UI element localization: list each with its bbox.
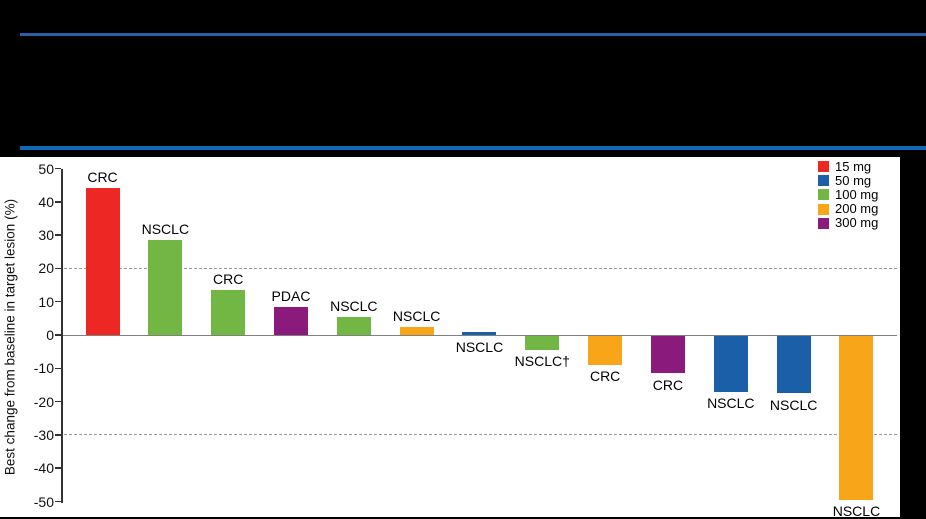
legend: 15 mg 50 mg 100 mg 200 mg 300 mg <box>818 159 879 231</box>
bar-label-2: NSCLC <box>141 221 190 238</box>
bar-label-6: NSCLC <box>392 307 441 324</box>
y-tick-label-20: 20 <box>38 260 54 277</box>
bar-6-nsclc <box>399 326 434 335</box>
legend-label: 15 mg <box>835 159 872 174</box>
y-tick--20 <box>55 400 61 403</box>
legend-label: 50 mg <box>835 173 872 189</box>
y-axis-line <box>61 168 63 504</box>
y-tick-30 <box>55 234 61 236</box>
bar-8-nsclc <box>525 335 560 350</box>
legend-item-15-mg: 15 mg <box>818 159 878 174</box>
zero-baseline <box>63 334 897 337</box>
legend-item-100-mg: 100 mg <box>818 187 879 203</box>
y-tick-label--20: -20 <box>33 393 54 410</box>
bar-5-nsclc <box>336 316 371 335</box>
bar-label-8: NSCLC† <box>514 353 570 370</box>
legend-item-200-mg: 200 mg <box>818 203 878 215</box>
y-tick--10 <box>55 367 61 370</box>
y-tick-50 <box>55 167 61 170</box>
legend-label: 100 mg <box>835 187 879 203</box>
y-tick-0 <box>55 334 61 336</box>
bar-2-nsclc <box>148 240 183 335</box>
plot-area: 50 40 30 20 10 0 -10 -20 -30 -40 -50 CRC NSCLC CRC PDA… <box>0 157 900 519</box>
legend-label: 200 mg <box>835 201 879 217</box>
bar-label-11: NSCLC <box>707 395 755 412</box>
legend-swatch-icon <box>818 189 829 201</box>
bar-label-7: NSCLC <box>455 338 504 355</box>
y-tick-label-50: 50 <box>38 160 54 177</box>
bar-4-pdac <box>273 306 308 335</box>
bar-1-crc <box>85 188 120 335</box>
bar-label-9: CRC <box>589 368 621 385</box>
y-tick--30 <box>55 434 61 436</box>
bar-7-nsclc <box>462 331 497 335</box>
bar-3-crc <box>211 290 246 335</box>
bar-label-4: PDAC <box>271 287 311 304</box>
y-tick-label--40: -40 <box>33 460 54 477</box>
legend-item-300-mg: 300 mg <box>818 217 878 229</box>
legend-label: 300 mg <box>835 215 879 231</box>
bar-12-nsclc <box>776 335 811 394</box>
y-tick--40 <box>55 467 61 469</box>
y-tick-label-40: 40 <box>38 193 54 210</box>
y-tick-label-30: 30 <box>38 227 54 244</box>
bar-label-12: NSCLC <box>769 396 818 413</box>
reference-line-20 <box>64 267 897 269</box>
y-tick--50 <box>55 500 61 503</box>
mid-divider-line <box>20 146 926 150</box>
bar-10-crc <box>650 335 685 374</box>
y-tick-label--10: -10 <box>33 360 54 377</box>
waterfall-chart: Best change from baseline in target lesi… <box>0 157 900 519</box>
y-tick-label-0: 0 <box>46 327 54 343</box>
legend-swatch-icon <box>818 217 829 229</box>
y-tick-20 <box>55 267 61 270</box>
top-divider-line <box>20 33 926 36</box>
bar-13-nsclc <box>839 335 874 500</box>
legend-swatch-icon <box>818 203 829 215</box>
legend-swatch-icon <box>818 175 829 187</box>
y-tick-40 <box>55 201 61 203</box>
reference-line--30 <box>64 434 897 436</box>
y-tick-label-10: 10 <box>38 293 54 310</box>
bar-label-1: CRC <box>87 169 118 186</box>
legend-swatch-icon <box>818 161 829 173</box>
bar-label-5: NSCLC <box>330 297 378 314</box>
bar-label-13: NSCLC <box>832 503 881 519</box>
bar-11-nsclc <box>713 335 748 392</box>
legend-item-50-mg: 50 mg <box>818 173 878 189</box>
bar-label-3: CRC <box>212 271 244 288</box>
y-tick-label--30: -30 <box>33 426 54 443</box>
bar-9-crc <box>588 335 623 365</box>
y-tick-10 <box>55 300 61 303</box>
bar-label-10: CRC <box>652 376 684 393</box>
y-tick-label--50: -50 <box>33 493 54 510</box>
